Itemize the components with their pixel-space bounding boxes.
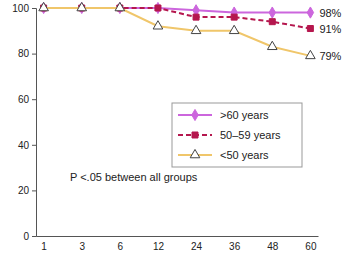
series-marker (231, 14, 237, 20)
x-tick-label: 12 (153, 241, 165, 252)
legend-marker (190, 149, 200, 157)
y-axis-line (32, 9, 37, 237)
x-tick-label: 3 (79, 241, 85, 252)
x-axis-line (37, 236, 319, 237)
y-tick: 40 (18, 140, 36, 151)
series-marker (267, 41, 277, 49)
series-marker (229, 25, 239, 33)
y-tick-mark (32, 54, 36, 55)
series-marker (306, 50, 316, 58)
legend-box (172, 103, 302, 167)
legend-label: 50–59 years (220, 129, 281, 141)
y-tick: 20 (18, 185, 36, 196)
x-tick: 36 (229, 236, 241, 252)
series-marker (153, 21, 163, 29)
y-tick-mark (32, 145, 36, 146)
series-marker (269, 19, 275, 25)
y-tick-label: 0 (23, 231, 29, 242)
x-tick-label: 6 (118, 241, 124, 252)
data-label: 91% (319, 23, 341, 35)
y-tick: 100 (12, 3, 36, 14)
x-tick-label: 60 (305, 241, 317, 252)
y-tick-label: 60 (18, 94, 30, 105)
series-marker (307, 26, 313, 32)
x-tick: 6 (118, 236, 124, 252)
x-tick: 48 (267, 236, 279, 252)
x-tick-label: 36 (229, 241, 241, 252)
annotation: P <.05 between all groups (70, 171, 198, 183)
series-marker (193, 14, 199, 20)
series-marker (307, 7, 313, 18)
x-tick: 24 (191, 236, 203, 252)
y-tick-label: 80 (18, 48, 30, 59)
legend-label: >60 years (220, 109, 269, 121)
series-marker (269, 7, 275, 18)
x-tick-label: 1 (41, 241, 47, 252)
y-tick-mark (32, 99, 36, 100)
legend: >60 years 50–59 years <50 years (172, 103, 302, 167)
x-tick: 12 (153, 236, 165, 252)
series-marker (155, 2, 161, 13)
y-tick-mark (32, 190, 36, 191)
series-marker (115, 2, 125, 10)
series-marker (191, 25, 201, 33)
series-marker (155, 5, 161, 11)
x-tick: 60 (305, 236, 317, 252)
legend-marker (192, 132, 198, 138)
series-line (44, 8, 311, 56)
y-tick: 60 (18, 94, 36, 105)
data-label: 98% (319, 7, 341, 19)
x-tick: 1 (41, 236, 47, 252)
y-tick: 80 (18, 48, 36, 59)
y-tick-label: 100 (12, 3, 29, 14)
x-tick-label: 48 (267, 241, 279, 252)
x-tick-label: 24 (191, 241, 203, 252)
y-tick-label: 40 (18, 140, 30, 151)
y-tick-mark (32, 8, 36, 9)
x-axis: 1361224364860 (37, 236, 319, 252)
legend-marker (192, 109, 198, 120)
y-axis: 0 20 40 60 80 100 (12, 3, 36, 242)
series-marker (77, 2, 87, 10)
y-tick: 0 (23, 231, 36, 242)
y-tick-label: 20 (18, 185, 30, 196)
x-tick: 3 (79, 236, 85, 252)
legend-label: <50 years (220, 149, 269, 161)
plot-area (39, 2, 315, 58)
series-marker (39, 2, 49, 10)
y-tick-mark (32, 236, 36, 237)
data-label: 79% (319, 50, 341, 62)
